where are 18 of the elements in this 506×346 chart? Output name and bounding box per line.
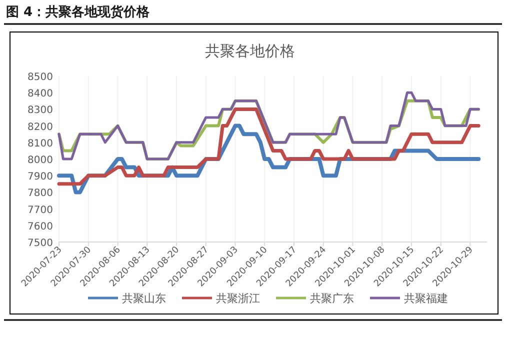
legend-label: 共聚福建 — [404, 292, 448, 305]
y-tick-label: 7600 — [28, 221, 53, 232]
legend-label: 共聚广东 — [310, 292, 354, 305]
chart-subtitle: 图 4：共聚各地现货价格 — [6, 4, 151, 20]
y-tick-label: 8000 — [28, 155, 53, 166]
chart-title: 共聚各地价格 — [205, 42, 295, 60]
y-tick-label: 8500 — [28, 72, 53, 83]
y-tick-label: 7800 — [28, 188, 53, 200]
legend-label: 共聚山东 — [122, 292, 166, 305]
y-tick-label: 7900 — [28, 172, 53, 183]
y-tick-label: 7500 — [28, 238, 53, 249]
legend-label: 共聚浙江 — [216, 292, 260, 305]
y-tick-label: 8100 — [28, 138, 53, 150]
line-series — [57, 107, 480, 186]
y-tick-label: 8400 — [28, 88, 53, 100]
y-tick-label: 8300 — [28, 105, 53, 116]
y-tick-label: 7700 — [28, 204, 53, 216]
y-tick-label: 8200 — [28, 122, 53, 133]
